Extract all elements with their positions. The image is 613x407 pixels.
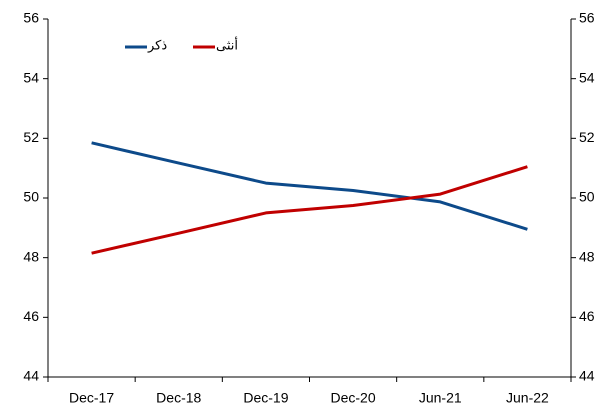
y2-tick-label: 46 — [579, 308, 595, 324]
y2-tick-label: 50 — [579, 189, 595, 205]
y2-tick-label: 44 — [579, 368, 595, 384]
y-tick-label: 50 — [23, 189, 39, 205]
x-tick-label: Dec-20 — [331, 390, 376, 406]
y-tick-label: 46 — [23, 308, 39, 324]
y2-tick-label: 52 — [579, 129, 595, 145]
y-tick-label: 56 — [23, 10, 39, 26]
legend-label: أنثى — [216, 36, 238, 52]
x-tick-label: Dec-18 — [156, 390, 201, 406]
x-tick-label: Jun-21 — [419, 390, 462, 406]
y2-tick-label: 56 — [579, 10, 595, 26]
y-tick-label: 54 — [23, 69, 39, 85]
y-tick-label: 44 — [23, 368, 39, 384]
x-tick-label: Dec-19 — [243, 390, 288, 406]
y-tick-label: 52 — [23, 129, 39, 145]
x-tick-label: Jun-22 — [506, 390, 549, 406]
series-line — [91, 141, 528, 231]
y-tick-label: 48 — [23, 248, 39, 264]
x-tick-label: Dec-17 — [69, 390, 114, 406]
y2-tick-label: 54 — [579, 69, 595, 85]
legend-label: ذكر — [147, 37, 167, 53]
series-line — [91, 165, 528, 255]
y2-tick-label: 48 — [579, 248, 595, 264]
